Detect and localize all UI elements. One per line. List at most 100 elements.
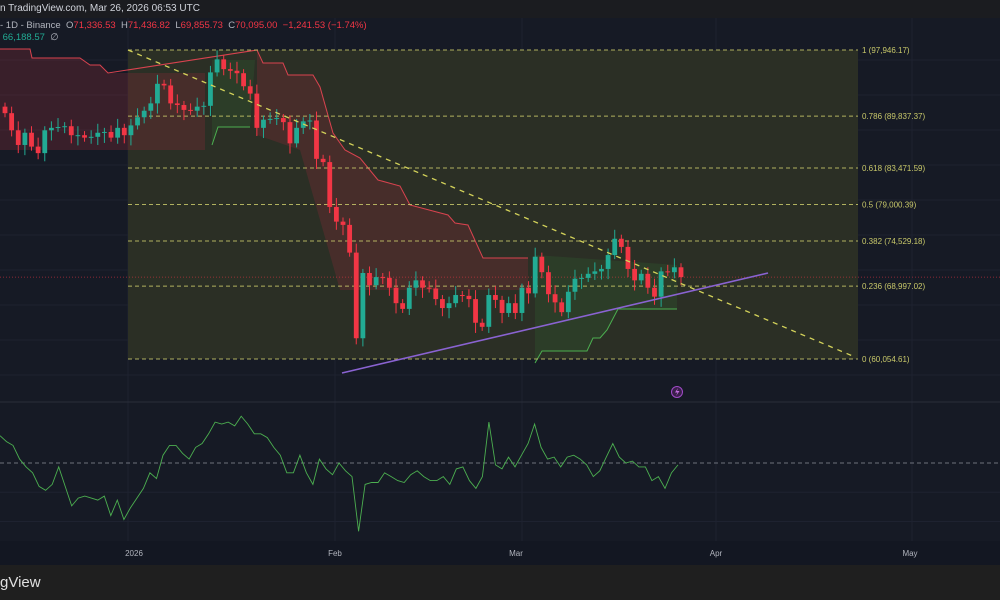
candle bbox=[121, 123, 127, 144]
candle-body bbox=[287, 122, 293, 144]
candle-body bbox=[141, 110, 147, 118]
candle bbox=[446, 296, 452, 319]
candle-body bbox=[612, 238, 618, 256]
candle-body bbox=[433, 288, 439, 300]
time-axis-labels: 2026 Feb Mar Apr May bbox=[125, 549, 917, 558]
lightning-icon[interactable] bbox=[671, 386, 683, 398]
time-axis-label: 2026 bbox=[125, 549, 143, 558]
candle bbox=[128, 118, 134, 146]
candle bbox=[327, 155, 333, 214]
candle-body bbox=[413, 280, 419, 288]
candle-body bbox=[294, 127, 300, 144]
indicator-value: 66,188.57 bbox=[2, 32, 45, 43]
candle-body bbox=[9, 113, 15, 131]
candle bbox=[340, 217, 346, 236]
candle bbox=[559, 298, 565, 317]
candle-body bbox=[128, 125, 134, 136]
candle bbox=[499, 295, 505, 324]
candle-body bbox=[333, 206, 339, 222]
time-axis-label: May bbox=[902, 549, 917, 558]
candle bbox=[174, 94, 180, 114]
candle bbox=[29, 126, 34, 151]
candle bbox=[161, 79, 167, 90]
candle-body bbox=[473, 299, 478, 323]
candle bbox=[221, 55, 227, 76]
candle-body bbox=[373, 277, 379, 286]
candle-body bbox=[307, 120, 313, 122]
candle bbox=[135, 108, 140, 130]
candle-body bbox=[148, 103, 154, 111]
candle bbox=[333, 197, 339, 230]
downtrend-line[interactable] bbox=[127, 49, 856, 358]
fib-level-label: 0 (60,054.61) bbox=[862, 355, 910, 364]
candle bbox=[506, 296, 512, 318]
candle bbox=[486, 288, 492, 333]
resistance-cloud-line bbox=[0, 48, 528, 259]
candle bbox=[181, 100, 187, 121]
uptrend-line[interactable] bbox=[341, 272, 769, 374]
candle bbox=[2, 102, 8, 118]
candle bbox=[453, 286, 459, 308]
candle bbox=[386, 271, 392, 296]
candle bbox=[314, 111, 319, 170]
time-axis[interactable] bbox=[0, 541, 1000, 565]
candle bbox=[532, 247, 538, 298]
candle-body bbox=[42, 130, 48, 154]
candle bbox=[360, 268, 366, 347]
candle-body bbox=[539, 256, 545, 273]
candle-body bbox=[181, 105, 187, 110]
candle bbox=[208, 65, 213, 117]
low-value: 69,855.73 bbox=[180, 20, 223, 31]
candle bbox=[473, 290, 478, 333]
candle bbox=[141, 106, 147, 124]
symbol-legend: - 1D - Binance O71,336.53 H71,436.82 L69… bbox=[0, 20, 367, 44]
candle-body bbox=[35, 146, 41, 154]
candle-body bbox=[638, 273, 644, 281]
candle-body bbox=[393, 287, 399, 304]
support-band-fill bbox=[212, 60, 677, 363]
candle bbox=[15, 121, 21, 154]
publish-info: n TradingView.com, Mar 26, 2026 06:53 UT… bbox=[0, 3, 200, 14]
candle bbox=[592, 262, 598, 280]
candle-body bbox=[247, 86, 253, 94]
oscillator-grid bbox=[0, 462, 1000, 522]
fib-level-label: 0.618 (83,471.59) bbox=[862, 164, 925, 173]
candle-body bbox=[174, 103, 180, 106]
candle bbox=[440, 295, 445, 317]
candle bbox=[214, 50, 220, 77]
candle bbox=[48, 121, 54, 141]
candle bbox=[671, 258, 677, 279]
candle bbox=[645, 267, 651, 294]
candle-body bbox=[234, 70, 240, 74]
candle bbox=[612, 229, 618, 260]
candle-body bbox=[446, 303, 452, 309]
symbol-info[interactable]: - 1D - Binance bbox=[0, 20, 61, 31]
candle bbox=[274, 109, 280, 125]
candle-body bbox=[280, 118, 286, 123]
candle-body bbox=[367, 273, 372, 286]
open-label: O bbox=[66, 20, 74, 31]
candle bbox=[433, 279, 439, 306]
candle-body bbox=[155, 83, 160, 104]
publish-bar: n TradingView.com, Mar 26, 2026 06:53 UT… bbox=[0, 0, 1000, 18]
candle bbox=[519, 283, 525, 322]
candle-body bbox=[82, 135, 87, 138]
candle bbox=[585, 267, 591, 282]
candle-body bbox=[552, 294, 558, 303]
candle bbox=[287, 115, 293, 154]
high-label: H bbox=[120, 20, 128, 31]
resistance-cloud-fill bbox=[0, 49, 528, 290]
tradingview-logo[interactable]: gView bbox=[0, 574, 41, 591]
time-axis-label: Mar bbox=[509, 549, 523, 558]
candle-body bbox=[102, 131, 107, 133]
candle-body bbox=[665, 271, 671, 273]
candle-body bbox=[426, 287, 432, 289]
candle bbox=[678, 263, 684, 286]
candle-body bbox=[22, 132, 28, 145]
candle-body bbox=[75, 135, 81, 137]
candle-body bbox=[327, 162, 333, 207]
candle-body bbox=[261, 119, 266, 128]
candle bbox=[579, 273, 584, 289]
candle-body bbox=[15, 130, 21, 145]
